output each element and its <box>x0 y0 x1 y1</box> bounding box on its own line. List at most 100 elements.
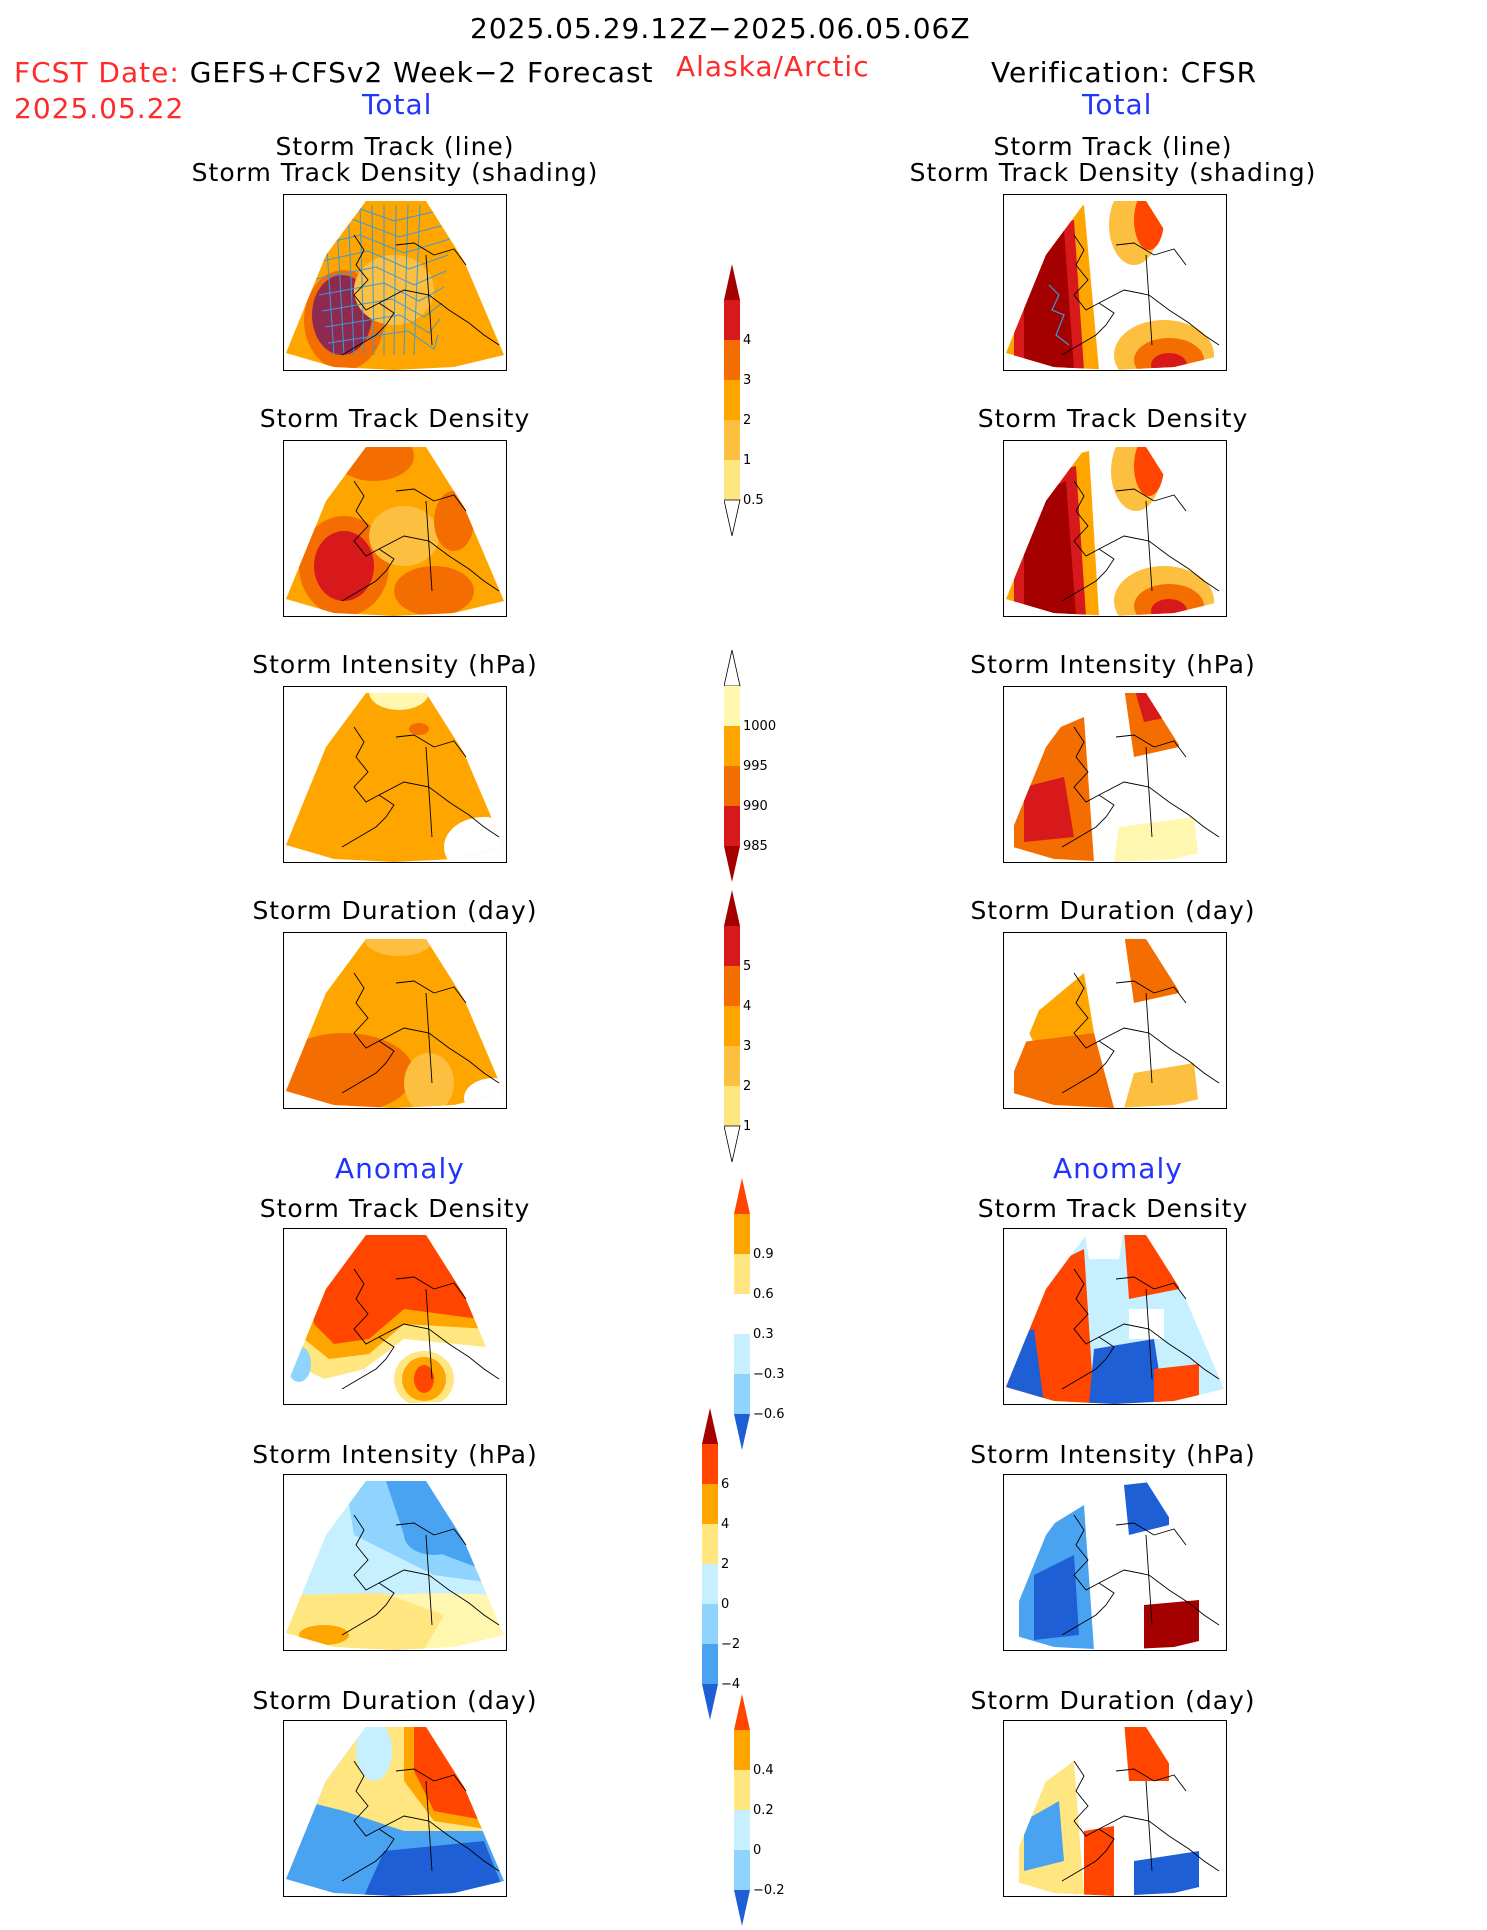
colorbar-tick-label: 0.2 <box>753 1803 774 1818</box>
section-anomaly-right: Anomaly <box>1053 1152 1183 1185</box>
colorbar-tick-label: 0.3 <box>753 1327 774 1342</box>
coastline <box>341 234 500 356</box>
panel-title-track-density-l: Storm Track Density <box>259 404 531 433</box>
storm-track-line <box>318 205 445 355</box>
colorbar-tick-label: 0.4 <box>753 1763 774 1778</box>
panel-title-duration-l: Storm Duration (day) <box>252 1686 538 1715</box>
fcst-date-label: FCST Date: GEFS+CFSv2 Week−2 Forecast <box>14 56 654 89</box>
map-fcst-track-density-shading <box>283 194 507 371</box>
panel-title-intensity-r: Storm Intensity (hPa) <box>970 650 1256 679</box>
fcst-model: GEFS+CFSv2 Week−2 Forecast <box>189 56 654 89</box>
colorbar-arrow-bottom <box>723 1125 741 1163</box>
colorbar-arrow-bottom <box>724 846 740 882</box>
colorbar-tick-label: 1 <box>743 453 751 468</box>
panel-title-duration-r: Storm Duration (day) <box>970 896 1256 925</box>
map-verif-track-density-shading <box>1003 194 1227 371</box>
map-verif-track-density <box>1003 440 1227 617</box>
colorbar-segment <box>734 1214 750 1254</box>
map-fcst-anom-duration <box>283 1720 507 1897</box>
map-fcst-anom-intensity <box>283 1474 507 1651</box>
coastline <box>1061 234 1220 356</box>
coastline <box>1061 480 1220 602</box>
colorbar-tick-label: 0.5 <box>743 493 764 508</box>
map-fcst-duration <box>283 932 507 1109</box>
colorbar-tick-label: 2 <box>721 1557 729 1572</box>
colorbar-arrow-top <box>734 1178 750 1214</box>
colorbar-intensity-total: 1000 995 990 985 <box>723 649 794 886</box>
shade-region <box>1144 1600 1199 1650</box>
colorbar-tick-label: 4 <box>743 333 751 348</box>
panel-title-track-density-r: Storm Track Density <box>977 404 1249 433</box>
shade-region <box>334 447 414 481</box>
shade-region <box>286 1033 414 1108</box>
shade-region <box>1129 1309 1164 1339</box>
colorbar-duration-total: 5 4 3 2 1 <box>723 890 794 1166</box>
map-fcst-intensity <box>283 686 507 863</box>
map-fcst-track-density <box>283 440 507 617</box>
storm-track-line <box>324 204 441 356</box>
colorbar-tick-label: 2 <box>743 1079 751 1094</box>
colorbar-segment <box>734 1334 750 1374</box>
map-verif-anom-track-density <box>1003 1228 1227 1405</box>
coastline <box>1061 1514 1220 1636</box>
colorbar-arrow-bottom <box>734 1890 750 1926</box>
colorbar-tick-label: −0.2 <box>753 1883 785 1898</box>
panel-title-track-line-r: Storm Track (line) <box>993 132 1233 161</box>
colorbar-segment <box>724 806 740 846</box>
colorbar-segment <box>724 1086 740 1126</box>
shade-region <box>444 817 504 862</box>
colorbar-tick-label: 995 <box>743 759 768 774</box>
verification-label: Verification: CFSR <box>991 56 1258 89</box>
colorbar-tick-label: 6 <box>721 1477 729 1492</box>
colorbar-segment <box>702 1444 718 1484</box>
colorbar-tick-label: 4 <box>721 1517 729 1532</box>
shade-region <box>1151 353 1187 370</box>
coastline <box>341 972 500 1094</box>
panel-title-track-density-shading-r: Storm Track Density (shading) <box>909 158 1317 187</box>
map-verif-duration <box>1003 932 1227 1109</box>
colorbar-segment <box>724 420 740 460</box>
shade-region <box>369 693 429 710</box>
colorbar-tick-label: −2 <box>721 1637 740 1652</box>
colorbar-tick-label: 0 <box>753 1843 761 1858</box>
shade-region <box>414 1365 434 1393</box>
colorbar-tick-label: −0.3 <box>753 1367 785 1382</box>
colorbar-arrow-top <box>702 1408 718 1444</box>
coastline <box>1061 1268 1220 1390</box>
colorbar-tick-label: 3 <box>743 1039 751 1054</box>
shade-region <box>434 491 474 551</box>
shade-region <box>356 1727 392 1781</box>
colorbar-segment <box>734 1730 750 1770</box>
panel-title-intensity-r: Storm Intensity (hPa) <box>970 1440 1256 1469</box>
shade-region <box>1124 1235 1179 1299</box>
colorbar-segment <box>724 300 740 340</box>
colorbar-segment <box>702 1644 718 1684</box>
colorbar-tick-label: 0 <box>721 1597 729 1612</box>
colorbar-track-density-anom: 0.9 0.6 0.3 −0.3 −0.6 <box>734 1178 804 1454</box>
map-verif-anom-duration <box>1003 1720 1227 1897</box>
shade-region <box>1124 1063 1199 1108</box>
map-verif-intensity <box>1003 686 1227 863</box>
colorbar-arrow-top <box>734 1694 750 1730</box>
colorbar-segment <box>724 1046 740 1086</box>
colorbar-segment <box>702 1604 718 1644</box>
section-anomaly-left: Anomaly <box>335 1152 465 1185</box>
colorbar-segment <box>734 1294 750 1334</box>
colorbar-arrow-bottom <box>702 1684 718 1720</box>
right-section-total: Total <box>1082 88 1153 121</box>
colorbar-segment <box>724 766 740 806</box>
region-label: Alaska/Arctic <box>676 50 870 83</box>
shade-region <box>287 1346 311 1382</box>
colorbar-segment <box>734 1374 750 1414</box>
colorbar-segment <box>724 340 740 380</box>
coastline <box>341 480 500 602</box>
panel-title-track-density-shading-l: Storm Track Density (shading) <box>191 158 599 187</box>
coastline <box>341 726 500 848</box>
panel-title-duration-r: Storm Duration (day) <box>970 1686 1256 1715</box>
colorbar-segment <box>724 1006 740 1046</box>
colorbar-segment <box>724 926 740 966</box>
colorbar-segment <box>702 1524 718 1564</box>
panel-title-duration-l: Storm Duration (day) <box>252 896 538 925</box>
colorbar-segment <box>724 726 740 766</box>
colorbar-segment <box>734 1850 750 1890</box>
